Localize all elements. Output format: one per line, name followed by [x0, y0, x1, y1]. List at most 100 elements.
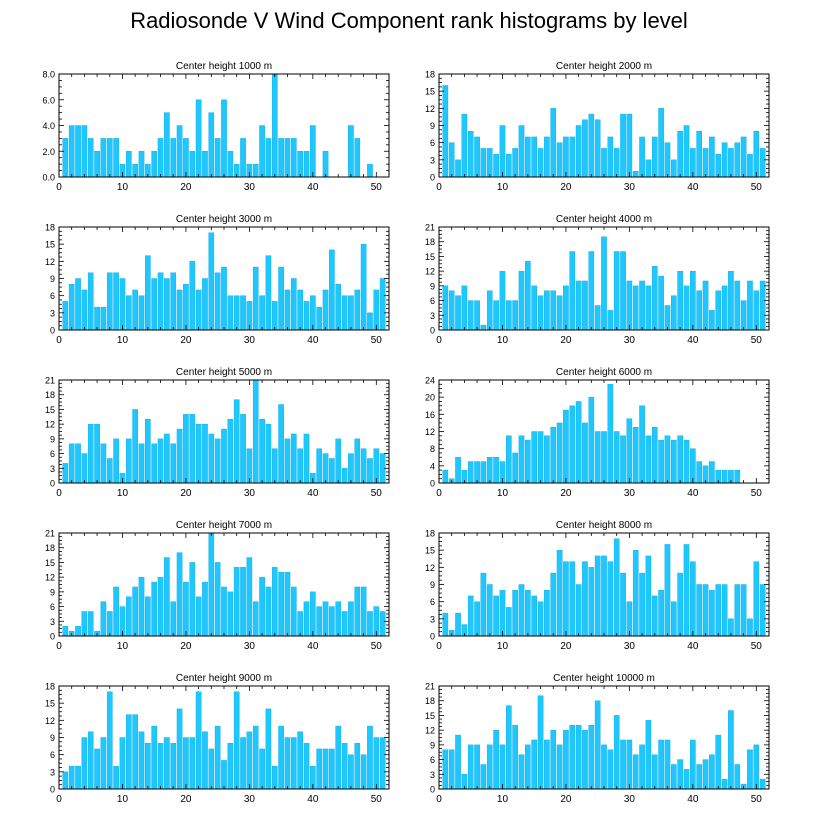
bar [518, 584, 525, 637]
y-tick-label: 12 [45, 257, 55, 267]
bar [582, 561, 588, 637]
bar [164, 112, 170, 178]
bar [550, 427, 557, 484]
bar [474, 744, 480, 790]
y-tick-label: 18 [425, 696, 435, 706]
bar [341, 468, 348, 484]
bar [221, 99, 227, 178]
bar [575, 401, 582, 484]
bar [493, 153, 499, 178]
y-tick-label: 9 [50, 434, 55, 444]
bar [75, 765, 81, 790]
x-tick-label: 0 [56, 335, 62, 346]
bar [138, 731, 145, 790]
bar [645, 720, 652, 790]
bar [252, 163, 259, 178]
bar [132, 714, 138, 790]
x-tick-label: 20 [560, 641, 572, 652]
x-tick-label: 30 [624, 488, 636, 499]
y-tick-label: 6.0 [42, 95, 55, 105]
bar [512, 148, 518, 178]
bar [455, 457, 461, 484]
bar [100, 443, 107, 484]
bar [322, 601, 329, 637]
bar [664, 305, 671, 331]
chart-title: Center height 1000 m [176, 61, 272, 72]
x-tick-label: 50 [371, 488, 383, 499]
bar [132, 409, 138, 484]
x-tick-label: 0 [56, 488, 62, 499]
bar [68, 443, 75, 484]
bar [442, 469, 449, 484]
bar [499, 744, 506, 790]
bar [367, 312, 373, 331]
bar [75, 278, 81, 331]
x-tick-label: 20 [560, 335, 572, 346]
bar [348, 601, 354, 637]
y-tick-label: 3 [50, 767, 55, 777]
bar [709, 310, 715, 331]
bar [68, 125, 75, 178]
y-tick-label: 18 [425, 70, 435, 80]
bar [100, 601, 107, 637]
bar [284, 737, 291, 790]
bar [189, 261, 196, 331]
bar [278, 138, 284, 178]
bar [297, 448, 303, 484]
bar [467, 744, 474, 790]
y-tick-label: 24 [425, 376, 435, 386]
bar [683, 285, 690, 331]
bar [265, 708, 272, 790]
chart-panel-6: Center height 6000 m 0 10 20 30 40 50 0 4 8 12 16 20… [425, 367, 770, 499]
bar [126, 714, 132, 790]
y-tick-label: 0.0 [42, 173, 55, 183]
x-tick-label: 0 [436, 488, 442, 499]
bar [569, 561, 576, 637]
bar [176, 289, 183, 331]
chart-title: Center height 7000 m [176, 520, 272, 531]
chart-title: Center height 5000 m [176, 367, 272, 378]
bar [75, 625, 81, 637]
bar [728, 270, 734, 331]
bar [271, 448, 278, 484]
y-tick-label: 15 [45, 699, 55, 709]
bar [62, 301, 69, 331]
y-tick-label: 0 [430, 785, 435, 795]
bar [316, 748, 322, 790]
bar [360, 586, 367, 637]
bar [265, 138, 272, 178]
bar [151, 581, 157, 637]
bar [100, 306, 107, 331]
bar [367, 458, 373, 484]
y-tick-label: 12 [425, 726, 435, 736]
bar [582, 119, 588, 178]
bar [164, 278, 170, 331]
bar [240, 737, 246, 790]
bar [291, 278, 297, 331]
bar [284, 289, 291, 331]
bar [113, 586, 119, 637]
bar [227, 295, 234, 331]
bar [68, 765, 75, 790]
bar [620, 251, 626, 331]
bar [81, 125, 88, 178]
bar [214, 438, 221, 484]
x-tick-label: 10 [117, 335, 129, 346]
y-tick-label: 9 [50, 274, 55, 284]
bar [119, 278, 126, 331]
bar [474, 136, 480, 178]
bar [671, 439, 677, 484]
bar [291, 586, 297, 637]
bar [709, 590, 715, 637]
bar [87, 272, 94, 331]
y-tick-label: 18 [45, 682, 55, 692]
x-tick-label: 20 [180, 335, 192, 346]
bar [354, 289, 361, 331]
bar [335, 284, 342, 331]
bar [747, 749, 753, 790]
bar [588, 567, 595, 637]
bar [151, 151, 157, 178]
bar [626, 739, 633, 790]
bar [569, 405, 576, 484]
x-tick-label: 20 [180, 794, 192, 805]
